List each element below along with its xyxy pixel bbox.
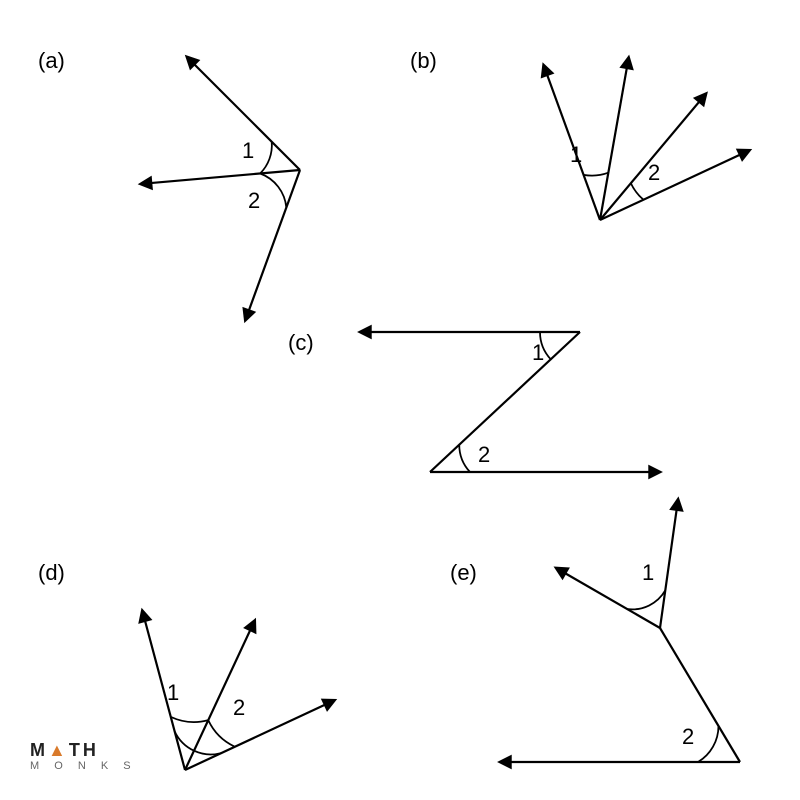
panel-label: (a): [38, 48, 65, 74]
logo-th: TH: [69, 740, 99, 760]
svg-text:1: 1: [642, 560, 654, 585]
panel-label: (c): [288, 330, 314, 356]
diagram-canvas: 1 2 1 2 1 2 1 2 1 2: [0, 0, 800, 800]
svg-text:2: 2: [233, 695, 245, 720]
svg-text:1: 1: [167, 680, 179, 705]
svg-text:1: 1: [242, 138, 254, 163]
panel-label: (b): [410, 48, 437, 74]
panel-label: (e): [450, 560, 477, 586]
svg-text:1: 1: [532, 340, 544, 365]
svg-text:1: 1: [570, 142, 582, 167]
svg-text:2: 2: [648, 160, 660, 185]
svg-text:2: 2: [478, 442, 490, 467]
logo-triangle-icon: ▲: [48, 740, 69, 760]
panel-label: (d): [38, 560, 65, 586]
svg-text:2: 2: [248, 188, 260, 213]
logo-sub: M O N K S: [30, 761, 137, 772]
logo-m: M: [30, 740, 48, 760]
logo: M▲TH M O N K S: [30, 741, 137, 772]
svg-text:2: 2: [682, 724, 694, 749]
